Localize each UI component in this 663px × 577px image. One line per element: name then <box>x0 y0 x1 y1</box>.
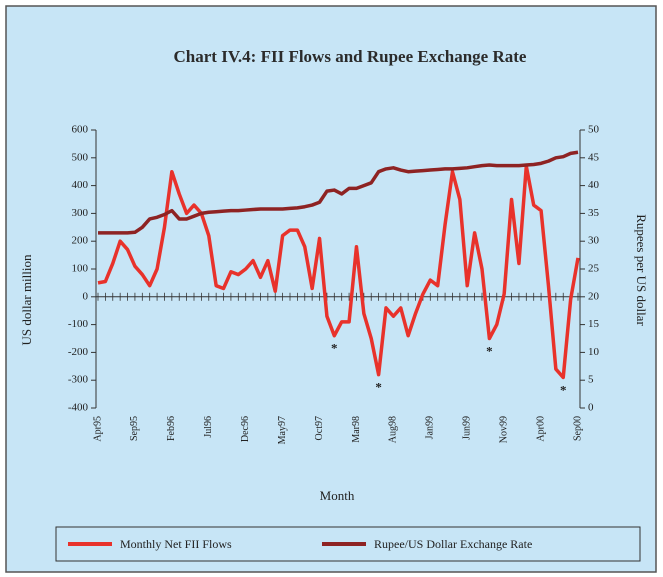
y-tick-label: -300 <box>68 374 89 386</box>
annotation: * <box>331 341 338 356</box>
y2-tick-label: 50 <box>588 124 600 136</box>
y-tick-label: 300 <box>72 207 89 219</box>
y-tick-label: -100 <box>68 318 89 330</box>
x-tick-label: Dec96 <box>240 416 251 442</box>
y2-tick-label: 10 <box>588 346 600 358</box>
legend-label: Monthly Net FII Flows <box>120 537 232 551</box>
y2-tick-label: 30 <box>588 235 600 247</box>
y2-tick-label: 40 <box>588 179 600 191</box>
x-tick-label: Nov99 <box>498 416 509 443</box>
series-line <box>97 164 580 380</box>
y-tick-label: -400 <box>68 402 89 414</box>
x-tick-label: Apr95 <box>92 416 103 442</box>
y2-axis-label: Rupees per US dollar <box>634 214 649 326</box>
annotation: * <box>486 343 493 358</box>
x-tick-label: May97 <box>277 416 288 444</box>
y2-tick-label: 45 <box>588 151 600 163</box>
y-tick-label: 500 <box>72 151 89 163</box>
y-tick-label: 100 <box>72 263 89 275</box>
x-tick-label: Jan99 <box>425 416 436 439</box>
x-tick-label: Sep00 <box>572 416 583 441</box>
y-tick-label: 400 <box>72 179 89 191</box>
x-tick-label: Jul96 <box>203 416 214 438</box>
y2-tick-label: 20 <box>588 290 600 302</box>
y2-tick-label: 15 <box>588 318 600 330</box>
y2-tick-label: 0 <box>588 402 594 414</box>
y-tick-label: 0 <box>83 290 89 302</box>
annotation: * <box>375 380 382 395</box>
x-tick-label: Feb96 <box>166 416 177 441</box>
x-tick-label: Oct97 <box>314 416 325 440</box>
y2-tick-label: 35 <box>588 207 600 219</box>
x-tick-label: Sep95 <box>129 416 140 441</box>
legend-label: Rupee/US Dollar Exchange Rate <box>374 537 532 551</box>
y-axis-label: US dollar million <box>19 254 34 346</box>
x-axis-label: Month <box>320 488 355 503</box>
x-tick-label: Aug98 <box>388 416 399 443</box>
y2-tick-label: 25 <box>588 263 600 275</box>
y2-tick-label: 5 <box>588 374 594 386</box>
chart-title: Chart IV.4: FII Flows and Rupee Exchange… <box>174 47 527 66</box>
x-tick-label: Apr00 <box>535 416 546 442</box>
y-tick-label: 200 <box>72 235 89 247</box>
x-tick-label: Jun99 <box>462 416 473 440</box>
y-tick-label: -200 <box>68 346 89 358</box>
x-tick-label: Mar98 <box>351 416 362 443</box>
series-line <box>98 150 579 235</box>
y-tick-label: 600 <box>72 124 89 136</box>
annotation: * <box>560 382 567 397</box>
